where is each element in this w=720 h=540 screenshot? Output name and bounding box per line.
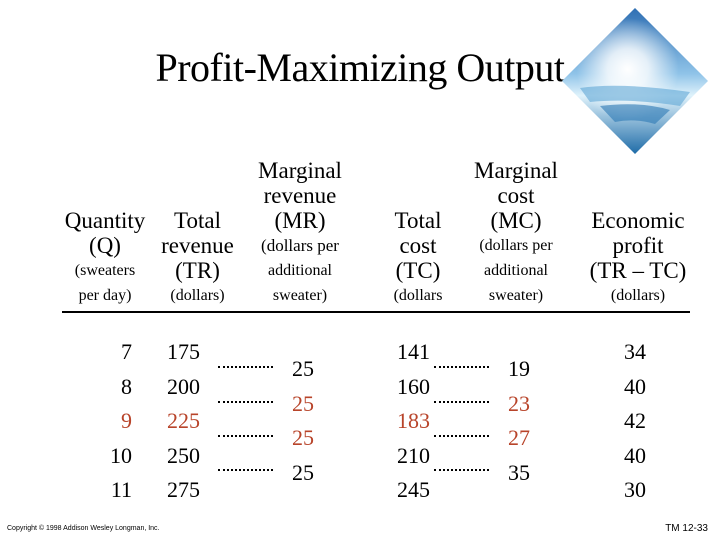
- dotted-leader: [434, 401, 489, 403]
- header-economic-profit-line: (dollars): [610, 287, 666, 304]
- dotted-leader: [218, 401, 273, 403]
- header-marginal-revenue-line: sweater): [272, 287, 328, 304]
- header-marginal-cost-line: (dollars per: [479, 237, 553, 254]
- cell-total-revenue: 250: [167, 442, 200, 468]
- cell-marginal-cost-highlight: 23: [508, 390, 530, 416]
- header-marginal-revenue-line: revenue: [263, 183, 337, 208]
- header-marginal-cost-line: Marginal: [474, 158, 558, 183]
- header-quantity-line: (sweaters: [74, 262, 136, 279]
- header-quantity-line: Quantity: [64, 208, 146, 233]
- slide-title: Profit-Maximizing Output: [155, 45, 565, 90]
- header-total-revenue-line: (TR): [175, 258, 220, 283]
- cell-total-revenue-highlight: 225: [167, 408, 200, 433]
- cell-quantity: 11: [110, 477, 132, 502]
- cell-total-revenue: 275: [167, 477, 200, 502]
- column-marginal-cost: 19 23 27 35: [498, 352, 530, 490]
- header-economic-profit-line: Economic: [591, 208, 685, 233]
- header-marginal-revenue: Marginal revenue (MR) (dollars per addit…: [242, 158, 358, 308]
- header-marginal-cost: Marginal cost (MC) (dollars per addition…: [466, 158, 566, 308]
- header-total-cost-line: Total: [394, 208, 442, 233]
- copyright-notice: Copyright © 1998 Addison Wesley Longman,…: [7, 525, 160, 532]
- header-marginal-revenue-line: (dollars per: [261, 236, 339, 255]
- dotted-leader: [218, 435, 273, 437]
- cell-economic-profit: 42: [624, 408, 646, 433]
- cell-economic-profit: 34: [624, 339, 646, 364]
- cell-marginal-revenue-highlight: 25: [292, 425, 314, 450]
- header-quantity-line: (Q): [89, 233, 121, 258]
- cell-marginal-revenue: 25: [292, 459, 314, 485]
- cell-total-cost: 245: [397, 477, 430, 502]
- cell-quantity: 8: [121, 373, 132, 399]
- header-total-revenue: Total revenue (TR) (dollars): [150, 208, 245, 308]
- header-marginal-cost-line: (MC): [490, 208, 542, 233]
- column-quantity: 7 8 9 10 11: [70, 335, 132, 508]
- header-total-cost-line: cost: [399, 233, 437, 258]
- header-marginal-cost-line: sweater): [488, 287, 544, 304]
- cell-quantity: 7: [121, 339, 132, 364]
- cell-total-revenue: 200: [167, 373, 200, 399]
- header-total-cost-line: (dollars: [393, 287, 443, 304]
- cell-economic-profit: 40: [624, 442, 646, 468]
- cell-total-revenue: 175: [167, 339, 200, 364]
- column-total-revenue: 175 200 225 250 275: [150, 335, 200, 508]
- cell-marginal-cost-highlight: 27: [508, 425, 530, 450]
- header-total-cost-line: (TC): [395, 258, 441, 283]
- cell-total-cost-highlight: 183: [397, 408, 430, 433]
- column-economic-profit: 34 40 42 40 30: [600, 335, 646, 508]
- column-marginal-revenue: 25 25 25 25: [282, 352, 314, 490]
- dotted-leader: [218, 366, 273, 368]
- header-total-cost: Total cost (TC) (dollars: [378, 208, 458, 308]
- header-marginal-cost-line: additional: [484, 262, 548, 279]
- dotted-leader: [434, 366, 489, 368]
- cell-total-cost: 210: [397, 442, 430, 468]
- header-total-revenue-line: Total: [174, 208, 221, 233]
- header-quantity: Quantity (Q) (sweaters per day): [60, 208, 150, 308]
- header-quantity-line: per day): [78, 287, 132, 304]
- header-economic-profit-line: profit: [612, 233, 664, 258]
- decorative-diamond-image: [560, 6, 710, 156]
- header-marginal-cost-line: cost: [497, 183, 535, 208]
- header-economic-profit-line: (TR – TC): [589, 258, 687, 283]
- column-total-cost: 141 160 183 210 245: [384, 335, 430, 508]
- cell-economic-profit: 40: [624, 373, 646, 399]
- cell-marginal-cost: 19: [508, 356, 530, 381]
- cell-marginal-revenue-highlight: 25: [292, 390, 314, 416]
- header-economic-profit: Economic profit (TR – TC) (dollars): [582, 208, 694, 308]
- cell-marginal-cost: 35: [508, 459, 530, 485]
- slide-number: TM 12-33: [665, 523, 708, 534]
- cell-total-cost: 160: [397, 373, 430, 399]
- header-marginal-revenue-line: additional: [268, 262, 332, 279]
- header-total-revenue-line: revenue: [161, 233, 234, 258]
- dotted-leader: [434, 469, 489, 471]
- cell-quantity: 10: [110, 442, 132, 468]
- header-marginal-revenue-line: Marginal: [258, 158, 342, 183]
- dotted-leader: [218, 469, 273, 471]
- header-divider: [62, 311, 690, 313]
- cell-total-cost: 141: [397, 339, 430, 364]
- cell-economic-profit: 30: [624, 477, 646, 502]
- cell-marginal-revenue: 25: [292, 356, 314, 381]
- header-total-revenue-line: (dollars): [170, 287, 225, 304]
- dotted-leader: [434, 435, 489, 437]
- header-marginal-revenue-line: (MR): [274, 208, 326, 233]
- cell-quantity-highlight: 9: [121, 408, 132, 433]
